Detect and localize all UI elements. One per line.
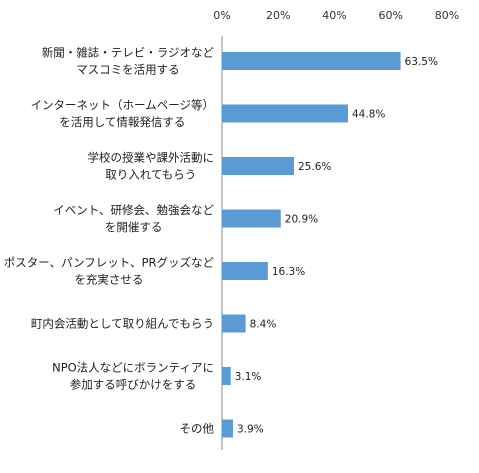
category-label-line: 町内会活動として取り組んでもらう [31, 317, 214, 331]
data-label: 8.4% [250, 319, 277, 331]
x-tick-label: 80% [435, 9, 459, 22]
data-label: 16.3% [272, 266, 305, 278]
category-label-line: 学校の授業や課外活動に [88, 151, 215, 165]
x-tick-label: 60% [379, 9, 403, 22]
x-tick-label: 20% [266, 9, 290, 22]
data-label: 44.8% [352, 109, 385, 121]
bar [222, 52, 401, 70]
category-label: その他 [180, 422, 215, 436]
category-label-line: 参加する呼びかけをする [70, 378, 197, 392]
bar [222, 419, 233, 438]
category-label-line: NPO法人などにボランティアに [52, 361, 214, 375]
x-tick-label: 40% [322, 9, 346, 22]
category-label: 町内会活動として取り組んでもらう [31, 317, 214, 331]
category-label-line: 新聞・雑誌・テレビ・ラジオなど [42, 46, 215, 60]
category-label-line: を開催する [105, 220, 163, 234]
x-tick-label: 0% [213, 9, 230, 22]
data-label: 3.9% [237, 424, 264, 436]
category-label-line: を充実させる [74, 273, 143, 287]
category-label: インターネット（ホームページ等） を活用して情報発信する [31, 98, 214, 129]
data-label: 63.5% [405, 56, 438, 68]
category-label-line: インターネット（ホームページ等） [31, 98, 214, 112]
bar [222, 209, 281, 228]
bar [222, 314, 246, 333]
data-label: 20.9% [285, 214, 318, 226]
category-label-line: イベント、研修会、勉強会など [53, 203, 214, 217]
data-label: 3.1% [235, 371, 262, 383]
category-label-line: その他 [180, 422, 215, 436]
bar [222, 104, 348, 123]
category-label-line: 取り入れてもらう [105, 168, 196, 182]
bar [222, 262, 268, 280]
data-label: 25.6% [298, 161, 331, 173]
bar [222, 157, 294, 175]
category-label-line: を活用して情報発信する [59, 115, 185, 129]
category-label-line: ポスター、パンフレット、PRグッズなど [4, 256, 215, 270]
bar [222, 367, 231, 385]
category-label-line: マスコミを活用する [76, 63, 180, 77]
